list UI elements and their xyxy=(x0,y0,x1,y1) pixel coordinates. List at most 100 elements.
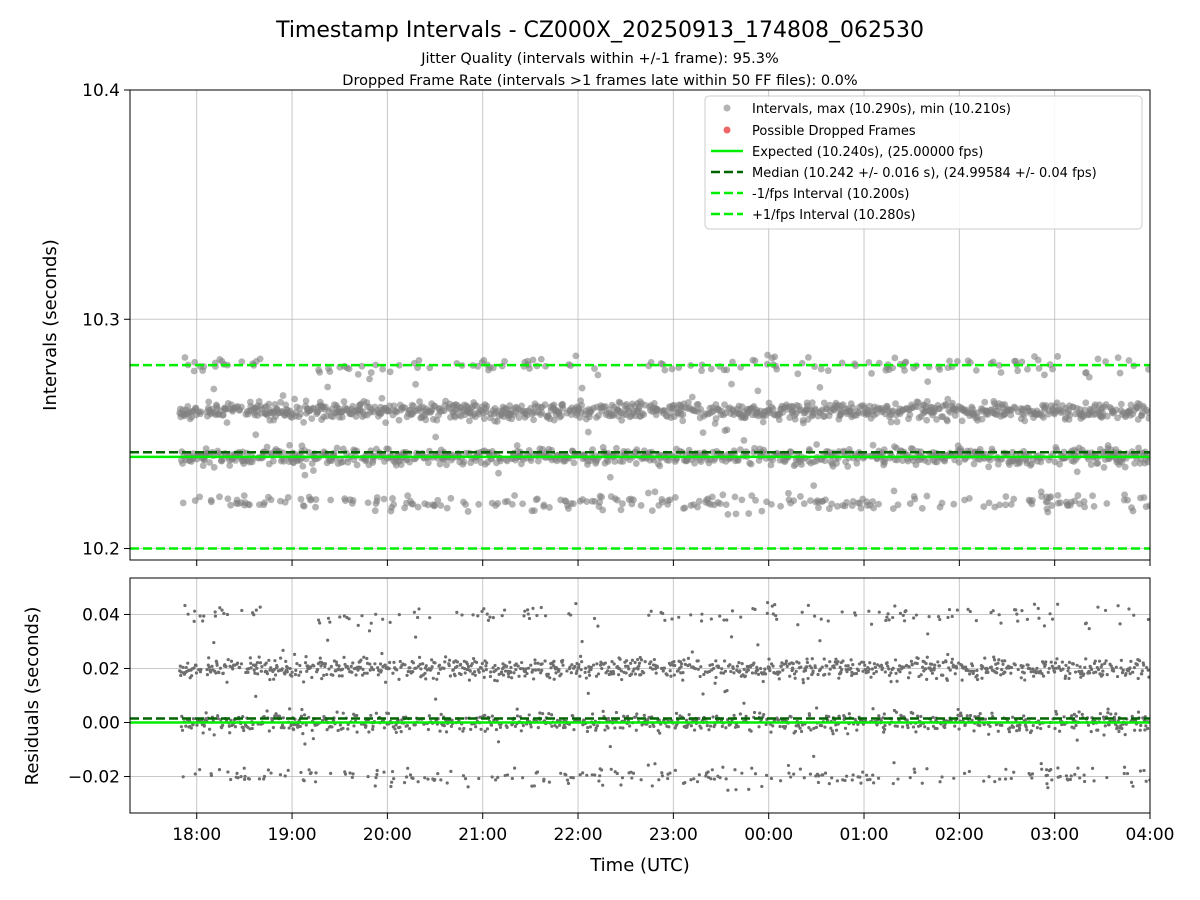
intervals-point xyxy=(1038,493,1046,500)
residuals-point xyxy=(707,728,711,732)
residuals-point xyxy=(912,767,916,771)
intervals-point xyxy=(1002,501,1009,509)
intervals-point xyxy=(349,497,357,504)
residuals-point xyxy=(1096,605,1100,609)
intervals-point xyxy=(1007,500,1015,508)
residuals-point xyxy=(1094,670,1098,674)
residuals-point xyxy=(926,632,930,636)
residuals-point xyxy=(1103,661,1107,666)
residuals-point xyxy=(217,768,222,772)
residuals-point xyxy=(298,663,302,668)
residuals-point xyxy=(569,613,573,617)
residuals-point xyxy=(376,666,380,670)
residuals-point xyxy=(975,677,980,682)
residuals-point xyxy=(1114,712,1118,716)
residuals-point xyxy=(205,673,210,677)
residuals-point xyxy=(256,672,260,676)
residuals-point xyxy=(819,617,823,621)
intervals-point xyxy=(671,494,679,501)
residuals-point xyxy=(213,614,218,618)
residuals-point xyxy=(974,619,978,623)
residuals-point xyxy=(235,771,239,775)
residuals-point xyxy=(238,666,242,670)
residuals-y-tick-label: 0.00 xyxy=(82,714,120,734)
residuals-point xyxy=(494,778,498,782)
intervals-point xyxy=(911,495,919,503)
intervals-point xyxy=(752,496,759,504)
residuals-point xyxy=(1030,776,1034,780)
residuals-point xyxy=(1054,666,1058,670)
intervals-point xyxy=(1041,371,1048,379)
residuals-point xyxy=(265,672,269,676)
residuals-point xyxy=(668,663,673,667)
residuals-point xyxy=(563,725,567,729)
residuals-point xyxy=(930,671,935,675)
residuals-point xyxy=(1073,670,1078,674)
intervals-point xyxy=(197,408,205,416)
residuals-point xyxy=(260,664,264,669)
intervals-point xyxy=(530,507,538,515)
x-tick-label: 20:00 xyxy=(363,825,412,845)
residuals-point xyxy=(816,780,821,785)
residuals-point xyxy=(807,713,812,718)
residuals-point xyxy=(858,775,862,779)
residuals-point xyxy=(1131,784,1135,788)
residuals-point xyxy=(1129,780,1134,784)
intervals-point xyxy=(238,403,245,411)
intervals-point xyxy=(723,366,731,374)
residuals-point xyxy=(962,771,967,775)
residuals-point xyxy=(335,710,339,714)
legend-marker-dropped xyxy=(723,126,731,134)
residuals-point xyxy=(194,663,198,668)
residuals-point xyxy=(529,725,533,729)
residuals-point xyxy=(212,640,216,645)
residuals-point xyxy=(877,714,881,718)
residuals-point xyxy=(981,665,985,669)
residuals-point xyxy=(948,668,952,672)
intervals-point xyxy=(576,414,584,421)
residuals-point xyxy=(298,670,303,674)
residuals-point xyxy=(522,614,526,618)
residuals-point xyxy=(927,615,931,619)
residuals-point xyxy=(636,667,640,671)
intervals-point xyxy=(534,495,541,503)
residuals-point xyxy=(373,784,377,788)
intervals-point xyxy=(865,358,873,366)
intervals-point xyxy=(924,458,932,466)
residuals-point xyxy=(1035,726,1039,730)
residuals-point xyxy=(1028,667,1032,671)
intervals-point xyxy=(785,489,792,497)
residuals-point xyxy=(983,717,987,721)
residuals-point xyxy=(257,655,261,659)
residuals-point xyxy=(524,667,528,671)
residuals-point xyxy=(1011,725,1016,729)
residuals-point xyxy=(898,670,902,674)
intervals-point xyxy=(199,462,207,470)
residuals-point xyxy=(444,655,448,659)
residuals-point xyxy=(799,665,803,669)
residuals-point xyxy=(786,763,791,768)
residuals-point xyxy=(987,732,991,736)
residuals-point xyxy=(1000,723,1004,727)
residuals-point xyxy=(648,724,652,729)
residuals-point xyxy=(989,610,993,615)
residuals-point xyxy=(400,718,404,722)
residuals-point xyxy=(619,783,623,787)
intervals-point xyxy=(527,457,535,464)
residuals-point xyxy=(714,675,718,680)
intervals-point xyxy=(1034,356,1042,364)
residuals-point xyxy=(715,714,719,718)
intervals-point xyxy=(1116,369,1124,377)
residuals-y-tick-label: 0.04 xyxy=(82,605,120,625)
residuals-point xyxy=(1103,724,1107,728)
residuals-point xyxy=(1100,663,1104,667)
intervals-point xyxy=(648,507,656,515)
residuals-point xyxy=(1074,723,1078,728)
residuals-point xyxy=(326,638,330,642)
residuals-point xyxy=(815,706,819,710)
intervals-point xyxy=(238,358,246,366)
residuals-point xyxy=(701,692,705,696)
residuals-point xyxy=(351,661,355,665)
residuals-point xyxy=(1116,604,1120,608)
intervals-point xyxy=(263,443,271,451)
